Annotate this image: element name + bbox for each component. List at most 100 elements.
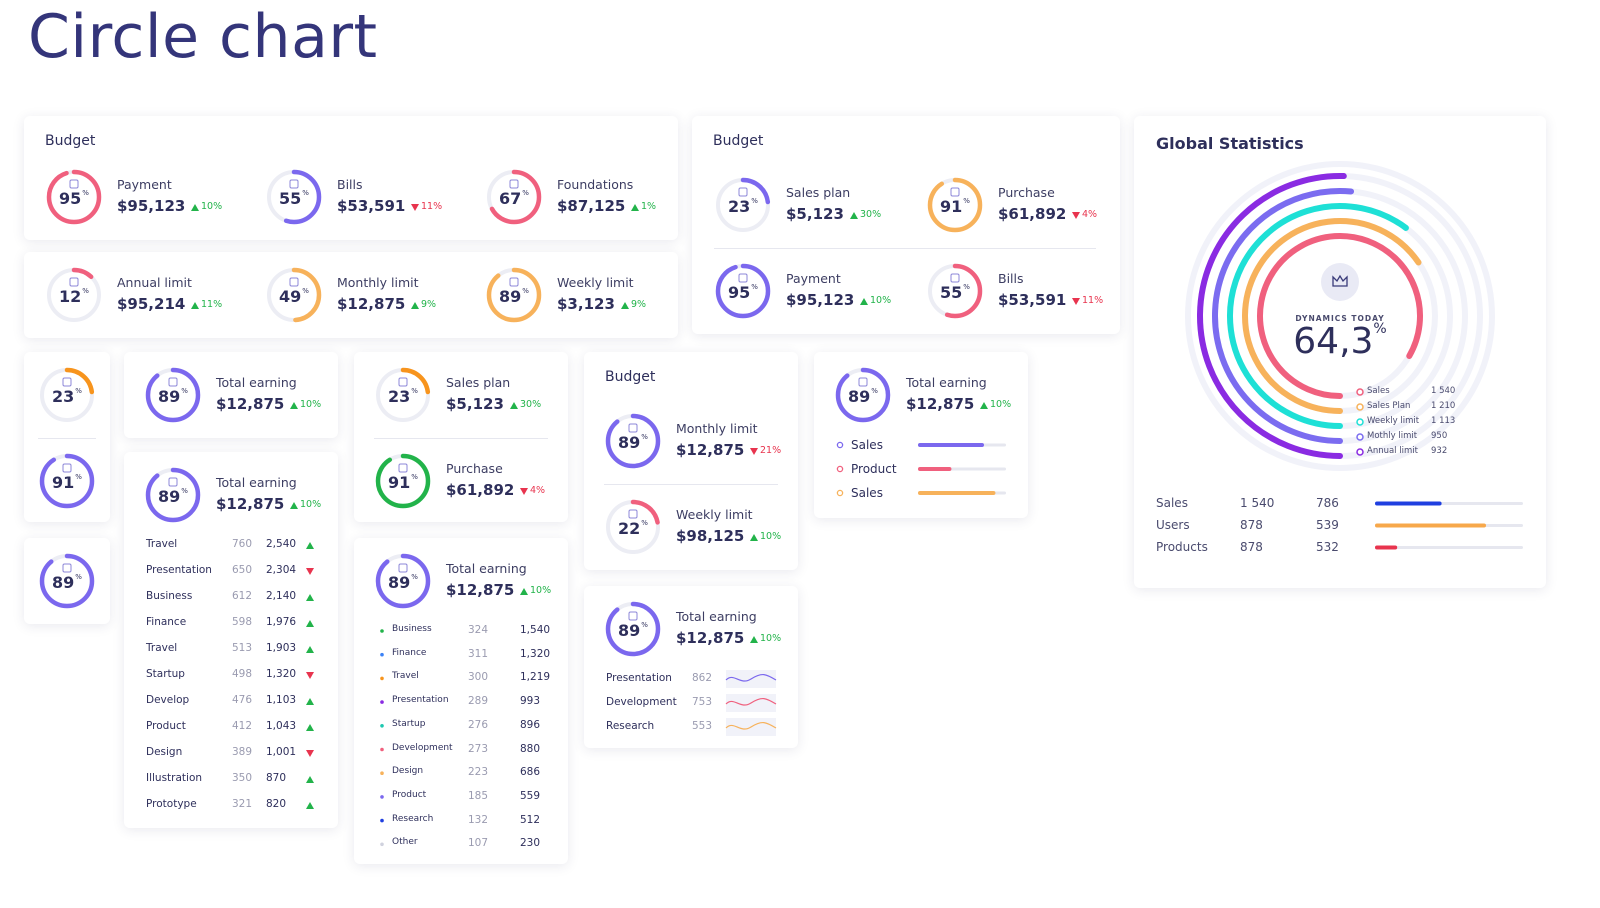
graphic xyxy=(46,169,102,225)
gauge-icon xyxy=(398,377,408,387)
gauge-icon xyxy=(168,377,178,387)
trend-arrow xyxy=(1072,212,1080,219)
gauge-number: 23 xyxy=(52,387,75,406)
item-label: Purchase xyxy=(998,185,1055,200)
legend-name: Sales Plan xyxy=(1367,401,1411,411)
item-change: 10% xyxy=(870,295,892,306)
row-total: 1,903 xyxy=(266,642,297,654)
row-num: 476 xyxy=(232,694,253,706)
trend-arrow xyxy=(306,646,314,653)
item-amount: $87,125 xyxy=(557,197,626,215)
row-num: 276 xyxy=(468,718,489,731)
item-change: 30% xyxy=(860,209,882,220)
gauge-arc xyxy=(605,499,661,555)
trend-arrow xyxy=(520,488,528,495)
gauge-icon xyxy=(289,179,299,189)
gauge-number: 91 xyxy=(52,473,75,492)
trend-arrow xyxy=(850,212,858,219)
graphic xyxy=(715,177,771,233)
item-amount: $12,875 xyxy=(906,395,975,413)
trend-arrow xyxy=(980,402,988,409)
item-change: 10% xyxy=(201,201,223,212)
row-name: Design xyxy=(146,746,183,758)
gauge-unit: % xyxy=(181,387,188,395)
item-change: 11% xyxy=(421,201,443,212)
gauge-unit: % xyxy=(75,387,82,395)
stat-name: Sales xyxy=(1156,496,1188,510)
trend-arrow xyxy=(520,588,528,595)
stat-a: 878 xyxy=(1240,518,1263,532)
row-total: 1,043 xyxy=(266,720,297,732)
gauge-icon xyxy=(628,423,638,433)
stat-bar xyxy=(1375,523,1486,528)
gauge-icon xyxy=(509,179,519,189)
row-num: 753 xyxy=(692,696,713,708)
legend-dot xyxy=(1356,448,1364,456)
row-total: 559 xyxy=(520,789,541,802)
row-total: 820 xyxy=(266,798,287,810)
graphic xyxy=(927,177,983,233)
gauge-icon xyxy=(738,273,748,283)
gauge-arc xyxy=(266,267,322,323)
row-dot xyxy=(380,676,384,681)
row-dot xyxy=(380,771,384,775)
trend-arrow xyxy=(306,672,314,679)
graphic xyxy=(486,169,542,225)
card-title: Budget xyxy=(713,133,764,149)
gauge-value: 55% xyxy=(265,189,323,208)
legend-dot xyxy=(1356,433,1364,441)
gauge-unit: % xyxy=(181,487,188,495)
row-total: 1,540 xyxy=(520,624,551,636)
item-label: Payment xyxy=(117,177,172,192)
row-num: 598 xyxy=(232,616,253,628)
graphic xyxy=(375,553,431,609)
trend-arrow xyxy=(306,802,314,809)
row-num: 321 xyxy=(232,798,253,810)
crown-icon xyxy=(1332,274,1348,287)
card: 89% Total earning $12,875 10% Business 324 1,5… xyxy=(354,538,568,864)
item-amount: $5,123 xyxy=(446,395,504,413)
row-name: Development xyxy=(392,742,453,753)
gauge-unit: % xyxy=(641,433,648,441)
item-change: 1% xyxy=(641,201,657,212)
gauge-value: 89% xyxy=(834,387,892,406)
gauge-arc xyxy=(46,267,102,323)
gauge-number: 91 xyxy=(940,197,963,216)
legend-name: Weekly limit xyxy=(1367,416,1420,426)
gauge-value: 49% xyxy=(265,287,323,306)
gauge-icon xyxy=(738,187,748,197)
separator xyxy=(374,438,548,439)
item-label: Total earning xyxy=(676,609,757,624)
trend-arrow xyxy=(411,204,419,211)
item-change: 10% xyxy=(760,633,782,644)
gauge-icon xyxy=(168,477,178,487)
row-total: 230 xyxy=(520,837,541,850)
graphic xyxy=(605,413,661,469)
gauge-value: 91% xyxy=(926,197,984,216)
graphic xyxy=(927,263,983,319)
row-num: 612 xyxy=(232,590,253,602)
row-name: Travel xyxy=(146,538,178,550)
dynamics-value: 64,3% xyxy=(1260,321,1420,362)
row-name: Business xyxy=(392,624,432,634)
card: Global Statistics Sales 1 540 Sales Plan 1 2… xyxy=(1134,116,1546,588)
stat-name: Users xyxy=(1156,518,1190,532)
gauge-number: 89 xyxy=(158,487,181,506)
gauge-number: 89 xyxy=(499,287,522,306)
item-label: Sales plan xyxy=(446,375,511,390)
card: 12% Annual limit $95,214 11% 49% Monthly limi… xyxy=(24,252,678,338)
gauge-number: 12 xyxy=(59,287,82,306)
gauge-arc xyxy=(715,263,771,319)
gauge-icon xyxy=(398,463,408,473)
gauge-unit: % xyxy=(963,283,970,291)
ring-arc xyxy=(1197,173,1347,459)
gauge-value: 91% xyxy=(38,473,96,492)
gauge-icon xyxy=(398,563,408,573)
item-amount: $12,875 xyxy=(337,295,406,313)
card-title: Budget xyxy=(605,369,656,385)
legend-dot xyxy=(1356,418,1364,426)
row-num: 553 xyxy=(692,720,713,732)
row-num: 273 xyxy=(468,742,489,755)
trend-arrow xyxy=(306,620,314,627)
page-title: Circle chart xyxy=(28,2,378,72)
